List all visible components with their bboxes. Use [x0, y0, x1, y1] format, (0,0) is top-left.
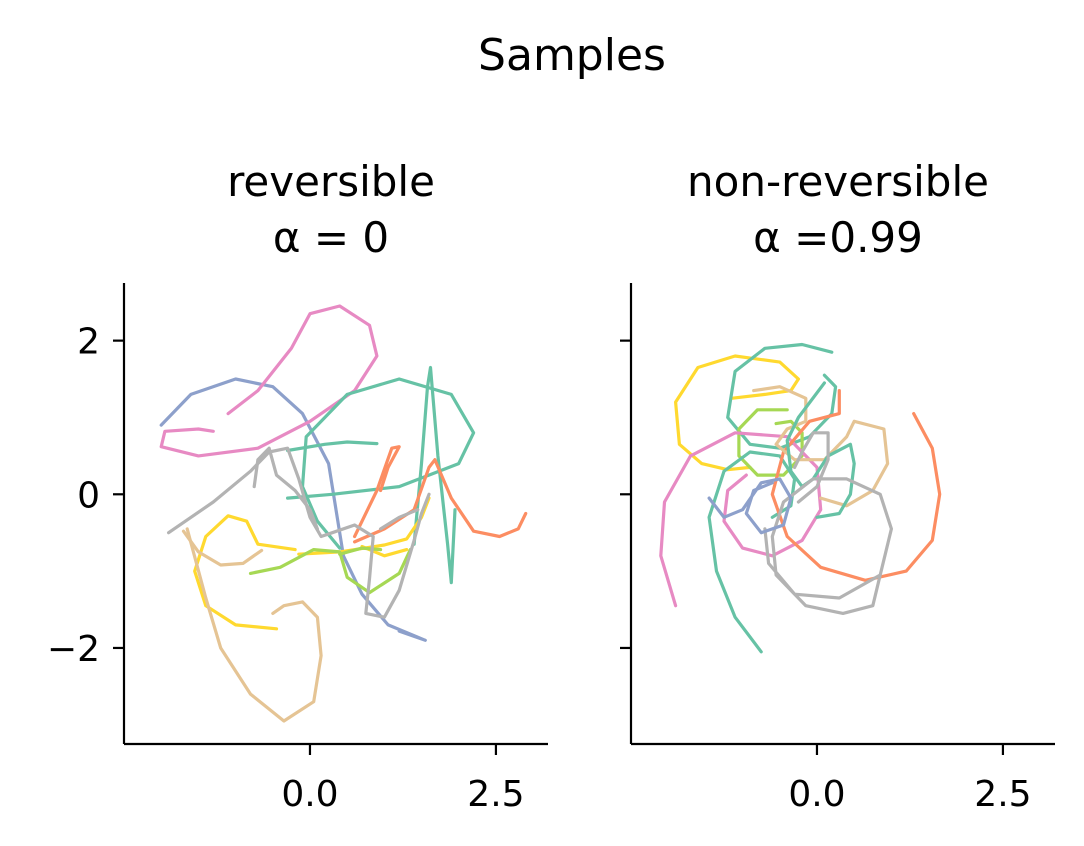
trajectory-line: [785, 381, 856, 519]
trajectory-line: [707, 450, 797, 654]
trajectory-line: [193, 514, 297, 631]
trajectory-line: [737, 408, 804, 477]
trajectory-group: [659, 342, 942, 654]
panel-title-line1: non-reversible: [687, 157, 989, 206]
trajectory-line: [726, 342, 838, 450]
trajectory-line: [770, 389, 942, 582]
trajectory-line: [252, 446, 319, 531]
trajectory-line: [379, 508, 420, 531]
figure-suptitle: Samples: [478, 30, 666, 81]
panel-reversible: reversible α = 0 0.0 2.5 2 0 −2: [47, 157, 548, 815]
panel-title-line1: reversible: [227, 157, 435, 206]
x-tick-label: 0.0: [281, 774, 338, 815]
trajectory-line: [248, 547, 412, 595]
trajectory-line: [159, 377, 427, 642]
trajectory-line: [286, 377, 476, 550]
panel-title-line2: α = 0: [273, 213, 389, 262]
x-tick-label: 2.5: [467, 774, 524, 815]
panel-title-line2: α =0.99: [753, 213, 923, 262]
trajectory-line: [286, 440, 379, 453]
y-tick-label: 2: [77, 322, 100, 363]
tick-group: 0.0 2.5: [620, 339, 1032, 815]
trajectory-line: [763, 477, 894, 616]
trajectory-line: [353, 458, 528, 544]
x-tick-label: 2.5: [974, 774, 1031, 815]
trajectory-line: [353, 445, 401, 539]
trajectory-line: [792, 431, 830, 504]
trajectory-line: [338, 546, 383, 556]
panel-non-reversible: non-reversible α =0.99 0.0 2.5: [620, 157, 1055, 815]
trajectory-line: [185, 527, 323, 723]
trajectory-line: [159, 304, 379, 458]
trajectory-line: [659, 431, 823, 608]
tick-group: 0.0 2.5 2 0 −2: [47, 322, 525, 815]
trajectory-line: [707, 477, 793, 535]
trajectory-line: [412, 365, 457, 585]
y-tick-label: −2: [47, 629, 100, 670]
y-tick-label: 0: [77, 475, 100, 516]
trajectory-line: [167, 446, 431, 619]
trajectory-line: [181, 529, 264, 567]
trajectory-group: [159, 304, 528, 723]
x-tick-label: 0.0: [788, 774, 845, 815]
